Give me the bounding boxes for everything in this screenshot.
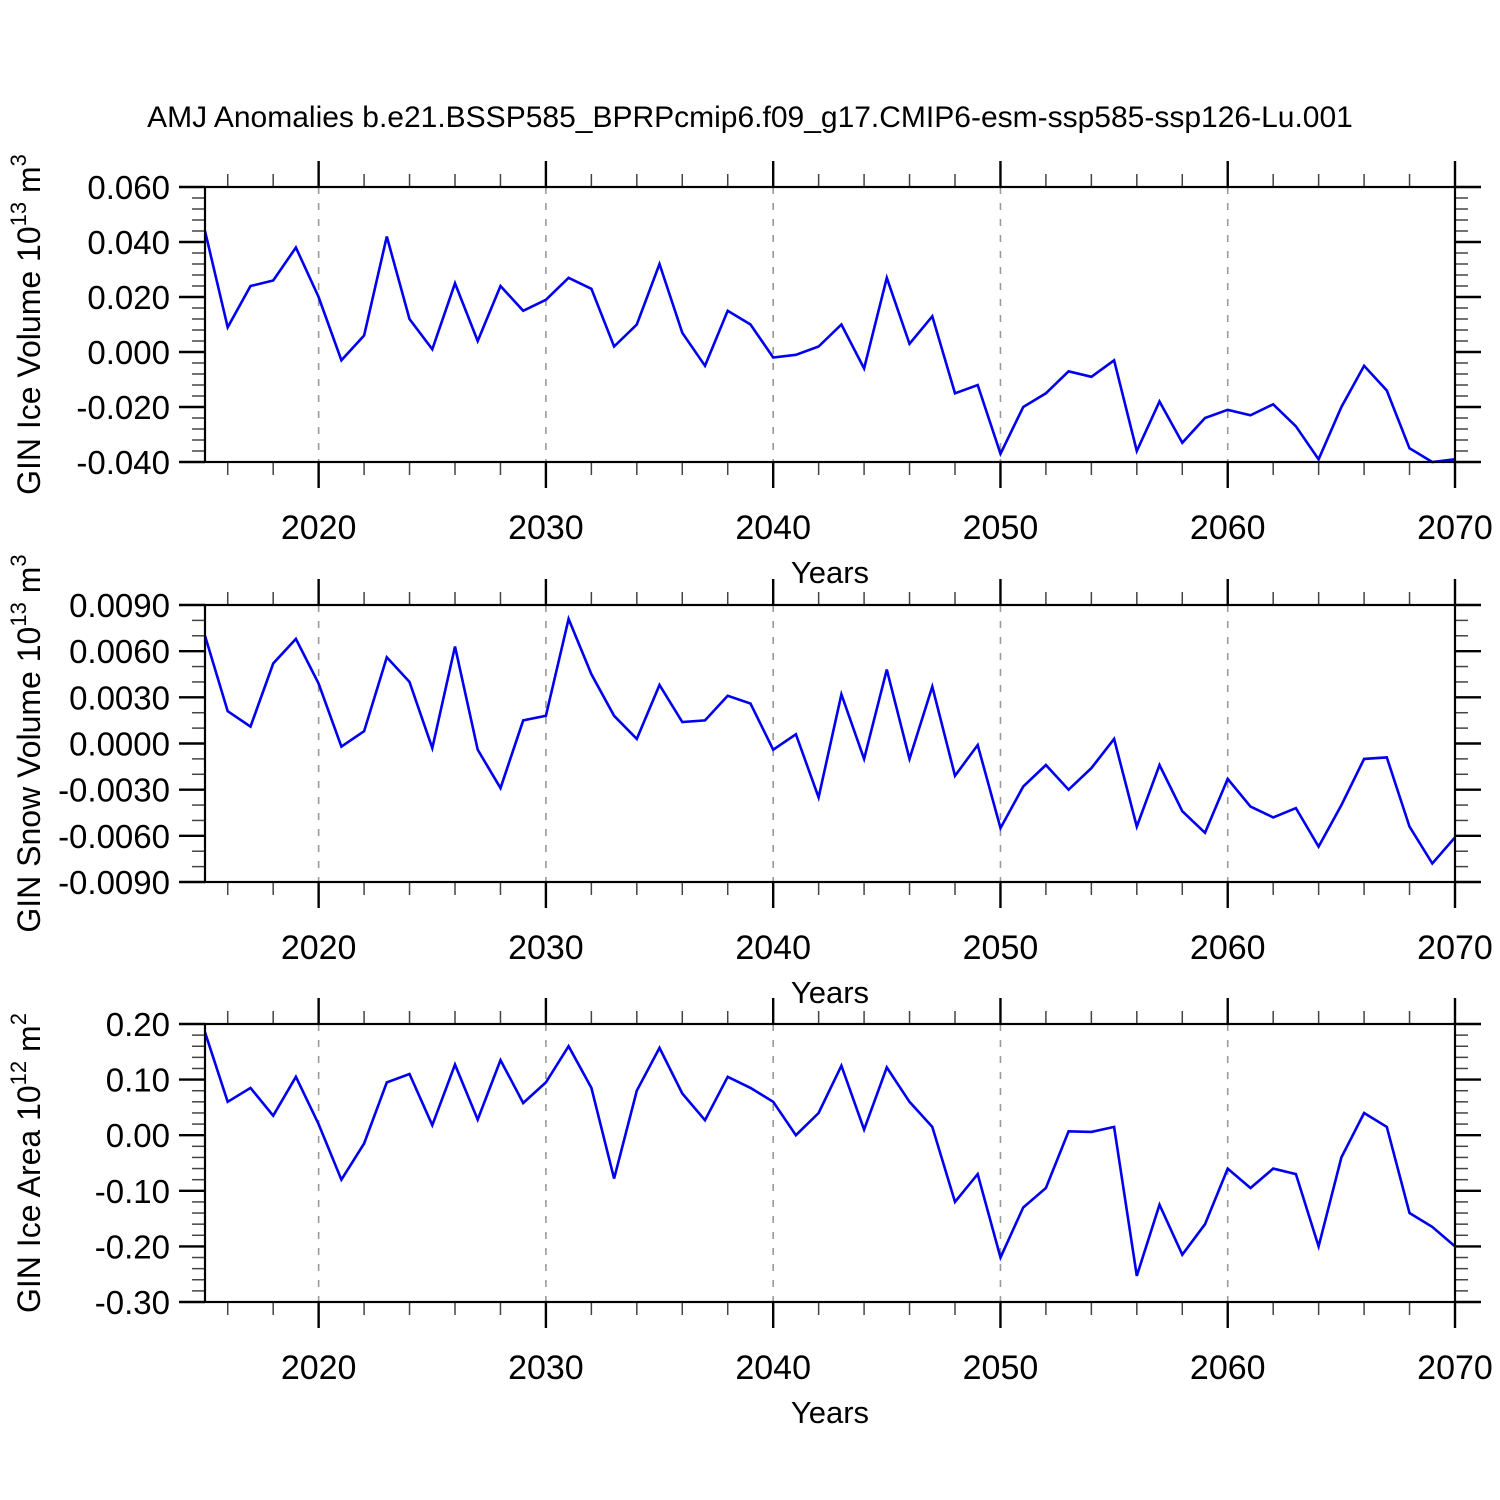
x-tick-label: 2020: [281, 929, 357, 967]
series-line: [203, 230, 1456, 464]
y-tick-label: 0.000: [87, 334, 170, 371]
y-tick-label: 0.10: [106, 1062, 170, 1099]
y-tick-label: 0.020: [87, 279, 170, 316]
y-axis-title: GIN Snow Volume 1013 m3: [6, 554, 47, 932]
x-tick-label: 2070: [1417, 929, 1493, 967]
series-line: [203, 614, 1456, 866]
x-tick-label: 2030: [508, 1349, 584, 1387]
x-tick-label: 2070: [1417, 1349, 1493, 1387]
y-tick-label: -0.0030: [58, 772, 170, 809]
grid-layer: [317, 605, 1229, 882]
y-tick-label: 0.0000: [69, 726, 170, 763]
x-tick-label: 2040: [735, 509, 811, 547]
x-tick-label: 2020: [281, 1349, 357, 1387]
y-tick-label: -0.20: [95, 1228, 170, 1265]
axis-frame: [203, 603, 1457, 884]
axis-frame: [203, 1022, 1457, 1304]
y-tick-label: 0.060: [87, 169, 170, 206]
y-tick-label: 0.0060: [69, 633, 170, 670]
axis-frame: [203, 185, 1457, 464]
y-tick-label: 0.00: [106, 1117, 170, 1154]
x-tick-label: 2060: [1190, 929, 1266, 967]
y-tick-label: -0.040: [76, 444, 170, 481]
y-tick-label: -0.020: [76, 389, 170, 426]
y-tick-label: -0.0090: [58, 864, 170, 901]
x-tick-label: 2060: [1190, 1349, 1266, 1387]
tick-marks: [179, 161, 1481, 488]
y-axis-title: GIN Ice Volume 1013 m3: [6, 154, 47, 495]
x-tick-label: 2050: [963, 929, 1039, 967]
x-tick-label: 2050: [963, 1349, 1039, 1387]
y-tick-label: -0.30: [95, 1284, 170, 1321]
y-tick-label: -0.0060: [58, 818, 170, 855]
tick-marks: [179, 998, 1481, 1328]
x-tick-label: 2030: [508, 509, 584, 547]
x-tick-label: 2040: [735, 929, 811, 967]
y-tick-label: 0.040: [87, 224, 170, 261]
y-tick-label: 0.0090: [69, 587, 170, 624]
x-tick-label: 2020: [281, 509, 357, 547]
tick-marks: [179, 579, 1481, 908]
chart-gin-ice-area: 0.20 0.10 0.00 -0.10 -0.20 -0.30 2020 2030 2040 2…: [6, 998, 1493, 1430]
x-axis-title: Years: [791, 555, 869, 590]
x-tick-label: 2070: [1417, 509, 1493, 547]
x-tick-label: 2040: [735, 1349, 811, 1387]
y-axis-title: GIN Ice Area 1012 m2: [6, 1013, 47, 1313]
x-axis-title: Years: [791, 975, 869, 1010]
series-line: [203, 1031, 1456, 1277]
y-tick-label: 0.0030: [69, 679, 170, 716]
y-tick-label: 0.20: [106, 1006, 170, 1043]
grid-layer: [317, 187, 1229, 462]
y-tick-label: -0.10: [95, 1173, 170, 1210]
figure-title: AMJ Anomalies b.e21.BSSP585_BPRPcmip6.f0…: [147, 101, 1353, 134]
x-tick-label: 2060: [1190, 509, 1266, 547]
chart-gin-snow-volume: 0.0090 0.0060 0.0030 0.0000 -0.0030 -0.0060 -0…: [6, 554, 1493, 1010]
x-axis-title: Years: [791, 1395, 869, 1430]
x-tick-label: 2030: [508, 929, 584, 967]
chart-gin-ice-volume: 0.060 0.040 0.020 0.000 -0.020 -0.040 2020 2030…: [6, 154, 1493, 590]
x-tick-label: 2050: [963, 509, 1039, 547]
